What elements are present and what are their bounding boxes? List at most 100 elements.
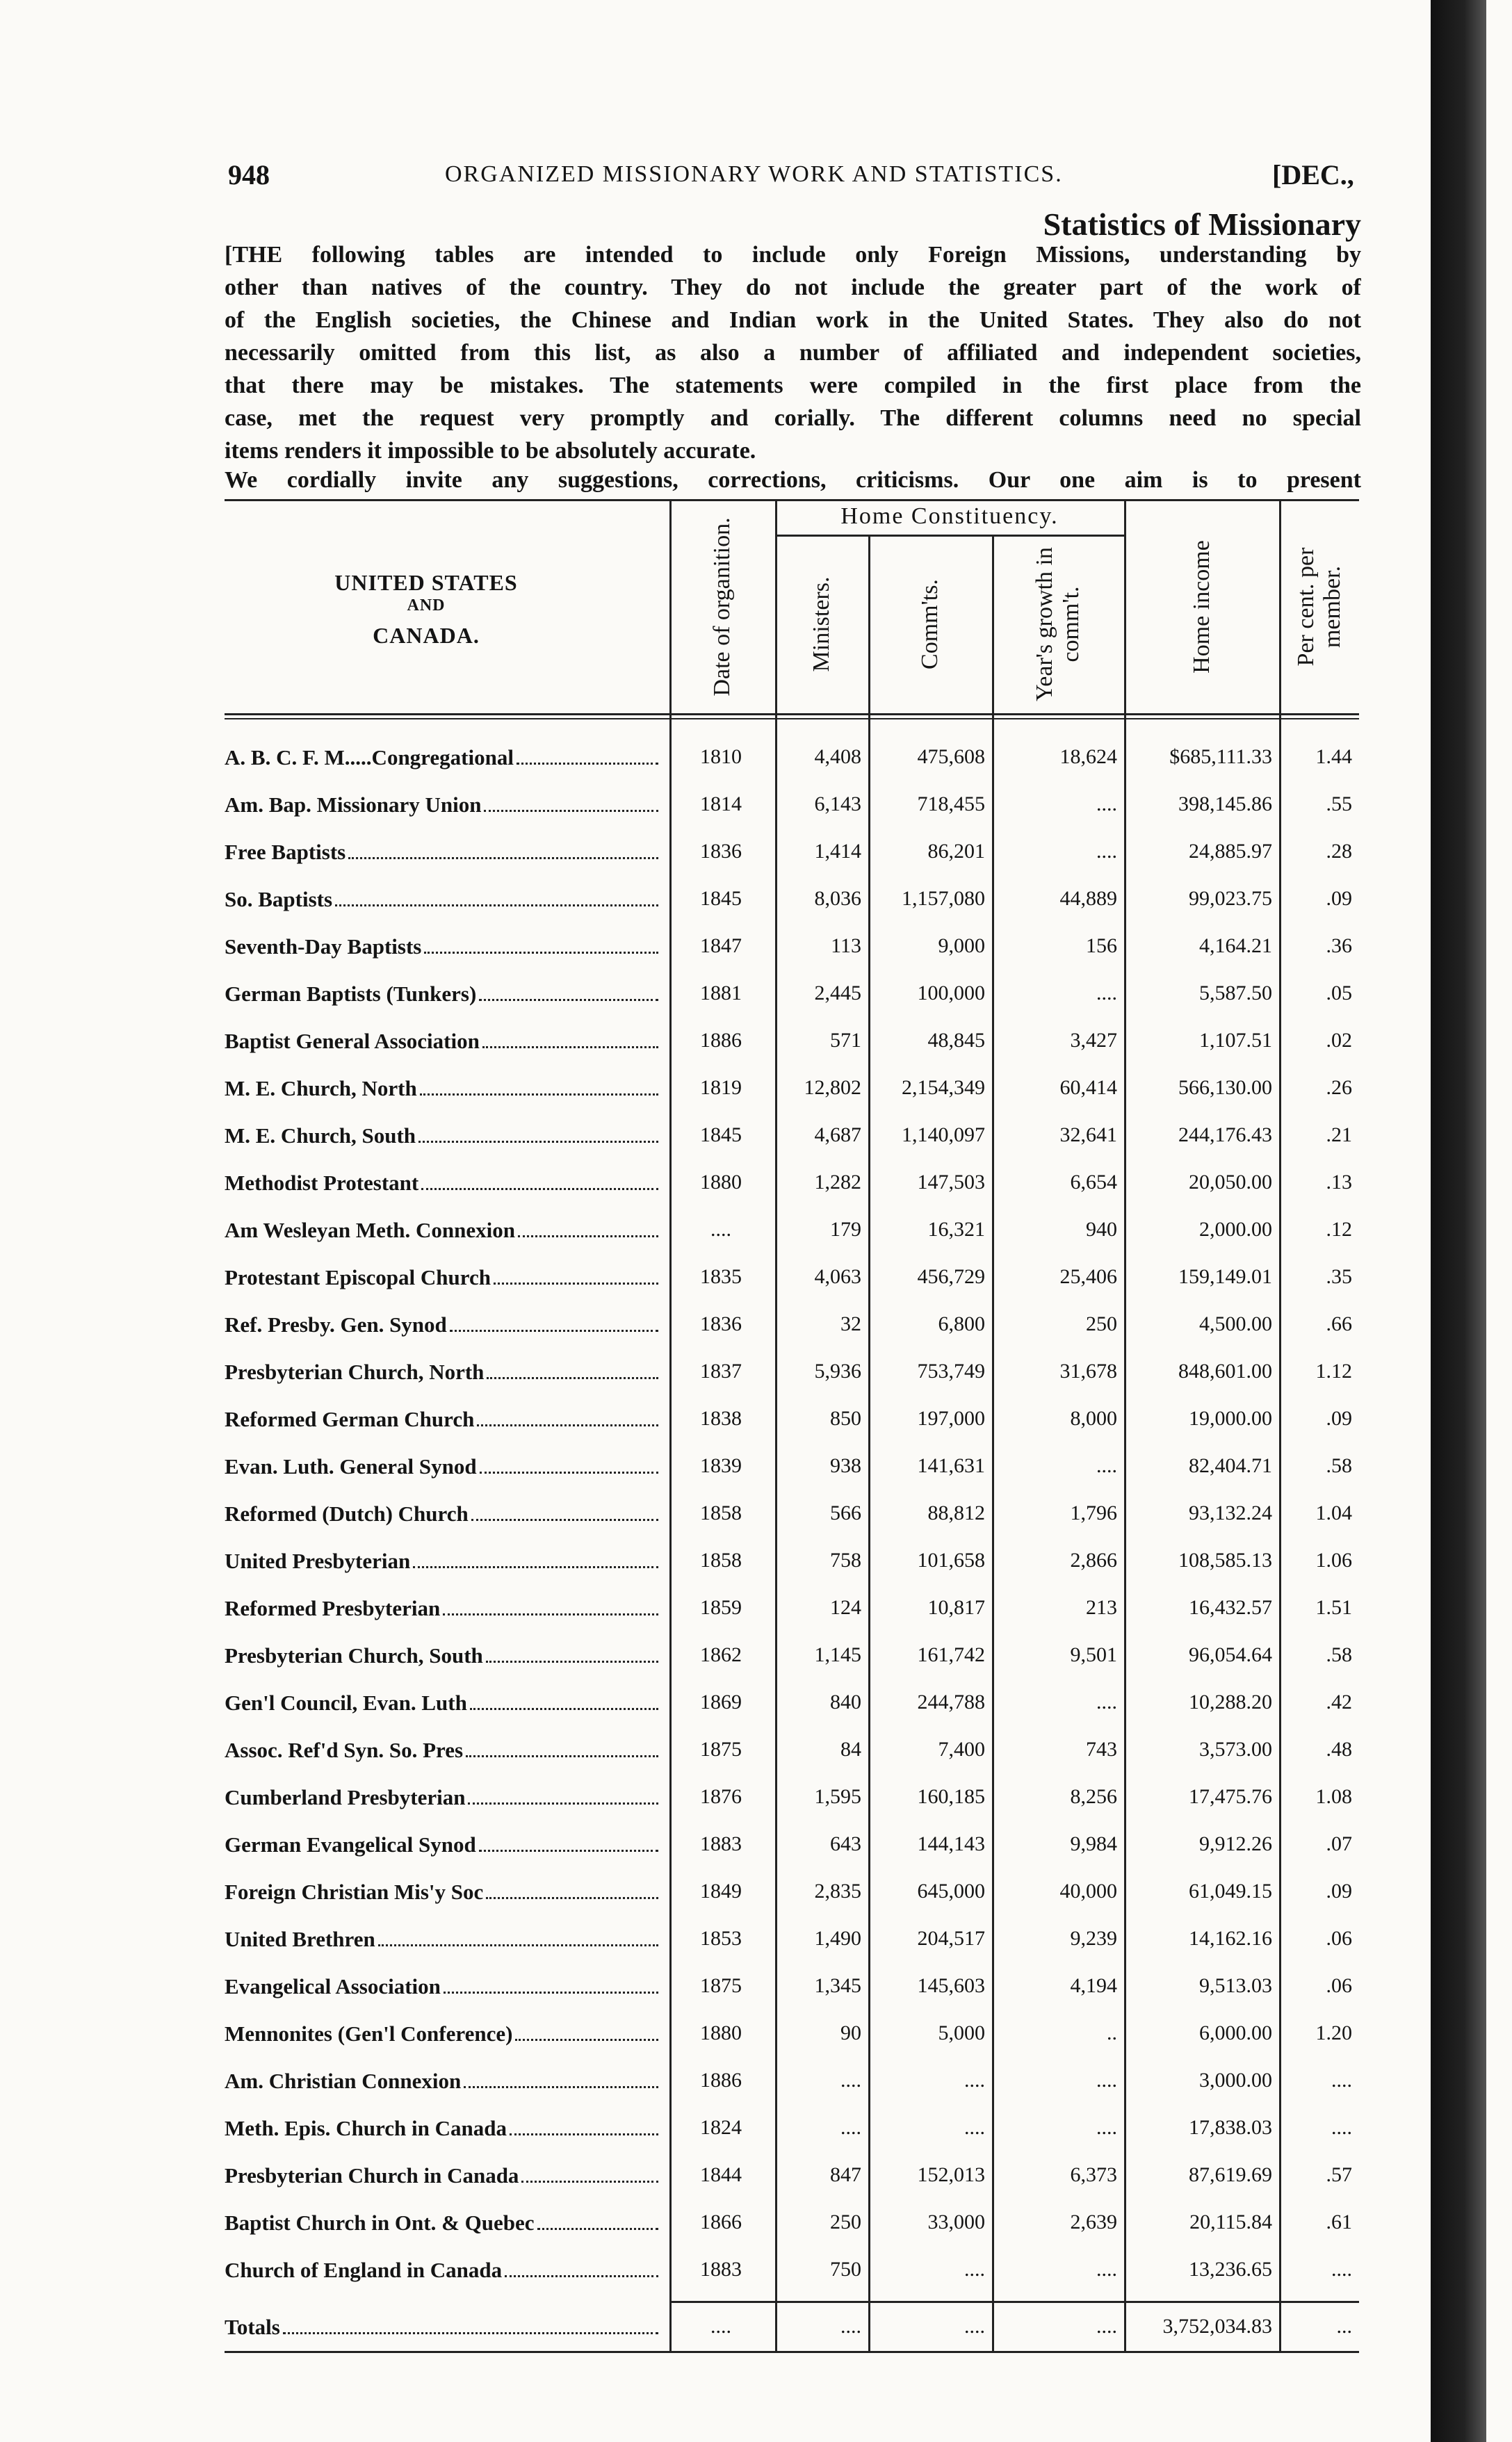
table-cell: ....: [1096, 2315, 1117, 2338]
table-cell: 398,145.86: [1178, 792, 1272, 815]
table-cell: 1862: [700, 1643, 742, 1666]
table-cell: 152,013: [917, 2163, 986, 2186]
table-cell: ....: [964, 2315, 985, 2338]
table-cell: 161,742: [917, 1643, 986, 1666]
table-cell: 1,107.51: [1199, 1029, 1272, 1052]
row-name: Meth. Epis. Church in Canada: [225, 2116, 507, 2140]
table-cell: 1,145: [814, 1643, 862, 1666]
table-cell: ....: [1096, 2069, 1117, 2092]
table-cell: 86,201: [927, 840, 986, 863]
table-cell: .58: [1326, 1643, 1353, 1666]
table-cell: 40,000: [1059, 1880, 1118, 1903]
table-cell: 9,984: [1070, 1832, 1118, 1855]
table-cell: 1883: [700, 1832, 742, 1855]
table-cell: ....: [964, 2116, 985, 2139]
column-header: Year's growth in comm't.: [1032, 547, 1084, 701]
row-label: Assoc. Ref'd Syn. So. Pres: [225, 1738, 662, 1763]
table-cell: 87,619.69: [1189, 2163, 1272, 2186]
dot-leader: [482, 1046, 658, 1048]
table-cell: 1875: [700, 1974, 742, 1997]
table-cell: 6,000.00: [1199, 2021, 1272, 2044]
table-cell: 1839: [700, 1454, 742, 1477]
row-name: Mennonites (Gen'l Conference): [225, 2021, 513, 2046]
row-name: German Evangelical Synod: [225, 1832, 476, 1857]
table-cell: ....: [1331, 2069, 1352, 2092]
table-cell: 2,639: [1070, 2211, 1118, 2233]
table-cell: 938: [830, 1454, 861, 1477]
table-cell: 1849: [700, 1880, 742, 1903]
row-label: Presbyterian Church in Canada: [225, 2163, 662, 2188]
table-cell: 1814: [700, 792, 742, 815]
table-cell: 20,115.84: [1189, 2211, 1272, 2233]
rule: [225, 718, 1359, 719]
dot-leader: [493, 1283, 658, 1285]
table-cell: ....: [840, 2315, 861, 2338]
dot-leader: [449, 1330, 658, 1332]
table-cell: 850: [830, 1407, 861, 1430]
table-cell: 1.06: [1315, 1549, 1353, 1572]
dot-leader: [421, 1188, 658, 1190]
table-cell: 33,000: [927, 2211, 986, 2233]
row-name: M. E. Church, North: [225, 1076, 417, 1100]
table-cell: .09: [1326, 1407, 1353, 1430]
dot-leader: [335, 904, 658, 906]
dot-leader: [509, 2133, 658, 2135]
table-cell: 3,573.00: [1199, 1738, 1272, 1761]
dot-leader: [517, 1235, 658, 1237]
row-label: Mennonites (Gen'l Conference): [225, 2021, 662, 2046]
row-label: Free Baptists: [225, 840, 662, 865]
table-cell: 16,432.57: [1189, 1596, 1272, 1619]
table-cell: .09: [1326, 1880, 1353, 1903]
row-name: So. Baptists: [225, 887, 333, 911]
table-cell: 108,585.13: [1178, 1549, 1272, 1572]
table-cell: 145,603: [917, 1974, 986, 1997]
row-label: Presbyterian Church, South: [225, 1643, 662, 1668]
row-name: M. E. Church, South: [225, 1123, 416, 1148]
dot-leader: [469, 1708, 658, 1710]
table-cell: .55: [1326, 792, 1353, 815]
table-cell: .06: [1326, 1974, 1353, 1997]
table-cell: .05: [1326, 982, 1353, 1004]
dot-leader: [443, 1992, 658, 1994]
table-cell: ....: [1096, 2116, 1117, 2139]
table-cell: 1824: [700, 2116, 742, 2139]
row-label: Totals: [225, 2315, 662, 2340]
row-name: Evangelical Association: [225, 1974, 441, 1999]
dot-leader: [521, 2181, 658, 2183]
row-label: United Presbyterian: [225, 1549, 662, 1574]
table-cell: 848,601.00: [1178, 1360, 1272, 1383]
table-cell: 5,587.50: [1199, 982, 1272, 1004]
row-label: Reformed Presbyterian: [225, 1596, 662, 1621]
dot-leader: [348, 857, 658, 859]
table-cell: 1.04: [1315, 1501, 1353, 1524]
table-cell: .61: [1326, 2211, 1353, 2233]
table-cell: 17,475.76: [1189, 1785, 1272, 1808]
dot-leader: [515, 2039, 658, 2041]
table-cell: 20,050.00: [1189, 1171, 1272, 1194]
intro-line: of the English societies, the Chinese an…: [225, 307, 1361, 333]
dot-leader: [477, 1424, 658, 1426]
table-cell: 100,000: [917, 982, 986, 1004]
row-label: Cumberland Presbyterian: [225, 1785, 662, 1810]
table-cell: 1,796: [1070, 1501, 1118, 1524]
table-cell: 3,752,034.83: [1162, 2315, 1273, 2338]
intro-line: items renders it impossible to be absolu…: [225, 438, 756, 464]
table-cell: 571: [830, 1029, 861, 1052]
table-cell: 213: [1086, 1596, 1117, 1619]
table-cell: 84: [840, 1738, 861, 1761]
dot-leader: [377, 1944, 658, 1946]
rule: [1279, 499, 1281, 2351]
table-cell: 1,282: [814, 1171, 862, 1194]
row-name: Am Wesleyan Meth. Connexion: [225, 1218, 515, 1242]
table-cell: 24,885.97: [1189, 840, 1272, 863]
table-cell: ....: [1096, 792, 1117, 815]
table-cell: 4,500.00: [1199, 1312, 1272, 1335]
dot-leader: [419, 1093, 658, 1096]
table-cell: 1835: [700, 1265, 742, 1288]
table-cell: 179: [830, 1218, 861, 1241]
dot-leader: [464, 2086, 658, 2088]
table-cell: 1844: [700, 2163, 742, 2186]
row-label: Meth. Epis. Church in Canada: [225, 2116, 662, 2141]
table-cell: 204,517: [917, 1927, 986, 1950]
table-cell: 643: [830, 1832, 861, 1855]
